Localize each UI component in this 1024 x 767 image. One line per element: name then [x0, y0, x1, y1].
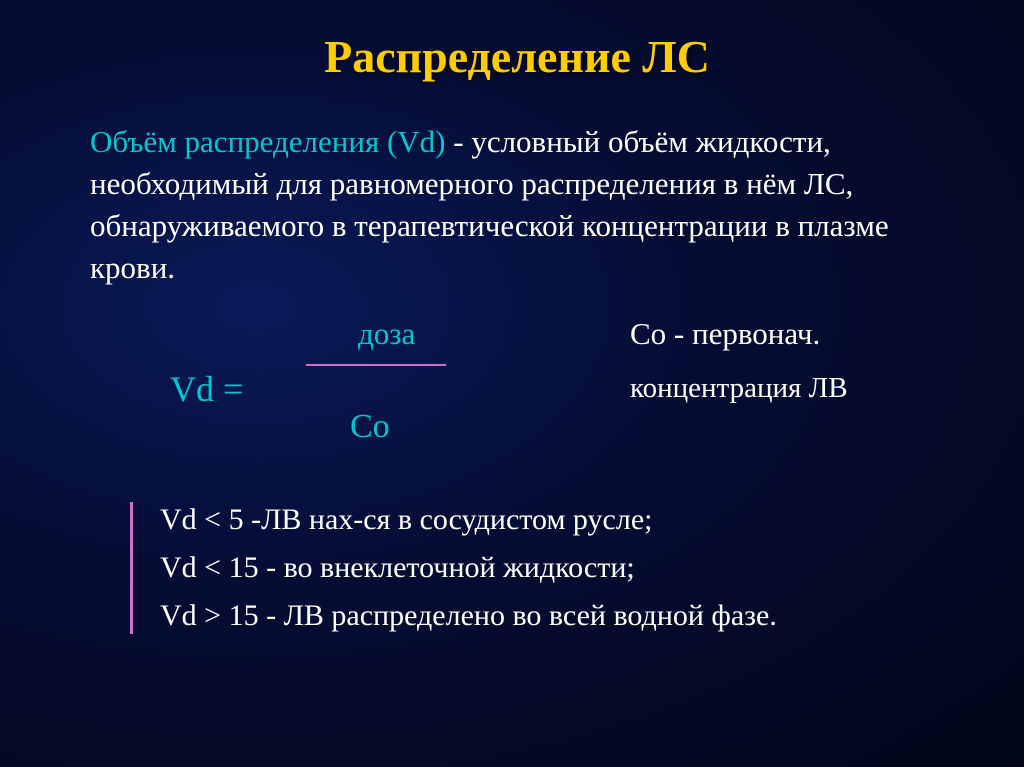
term-highlight: Объём распределения (Vd) — [90, 124, 446, 159]
formula-block: доза Со - первонач. Vd = концентрация ЛВ… — [90, 316, 964, 496]
slide-title: Распределение ЛС — [70, 30, 964, 83]
list-accent-bar — [130, 502, 133, 634]
co-description: Со - первонач. — [630, 316, 820, 352]
vd-equals: Vd = — [170, 368, 243, 410]
threshold-list: Vd < 5 -ЛВ нах-ся в сосудистом русле; Vd… — [130, 496, 964, 640]
formula-numerator-label: доза — [358, 316, 415, 352]
slide-container: Распределение ЛС Объём распределения (Vd… — [0, 0, 1024, 670]
formula-denominator: Со — [350, 408, 390, 446]
fraction-line — [306, 364, 446, 366]
concentration-label: концентрация ЛВ — [630, 372, 848, 405]
list-item: Vd < 5 -ЛВ нах-ся в сосудистом русле; — [160, 496, 964, 544]
list-item: Vd < 15 - во внеклеточной жидкости; — [160, 544, 964, 592]
list-item: Vd > 15 - ЛВ распределено во всей водной… — [160, 592, 964, 640]
definition-paragraph: Объём распределения (Vd) - условный объё… — [90, 121, 964, 288]
